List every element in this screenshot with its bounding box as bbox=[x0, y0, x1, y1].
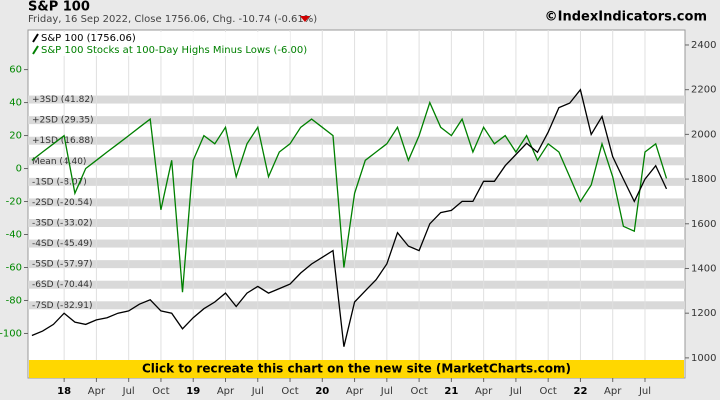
sd-band bbox=[28, 95, 685, 104]
x-tick-label: 21 bbox=[444, 386, 458, 397]
y2-tick-label: 1600 bbox=[691, 219, 716, 230]
sd-label: -4SD (-45.49) bbox=[32, 239, 93, 249]
legend-label: S&P 100 (1756.06) bbox=[41, 33, 136, 44]
y2-tick-label: 1200 bbox=[691, 308, 716, 319]
legend-swatch bbox=[32, 45, 39, 55]
y-tick-label: 40 bbox=[9, 98, 22, 109]
sd-label: -5SD (-57.97) bbox=[32, 260, 93, 270]
y2-tick-label: 1400 bbox=[691, 263, 716, 274]
sd-label: +3SD (41.82) bbox=[32, 95, 94, 105]
series-line bbox=[31, 100, 668, 293]
x-tick-label: 22 bbox=[573, 386, 587, 397]
legend-label: S&P 100 Stocks at 100-Day Highs Minus Lo… bbox=[41, 45, 307, 56]
x-tick-label: Jul bbox=[380, 386, 393, 397]
sd-band bbox=[28, 218, 685, 227]
x-tick-label: Oct bbox=[281, 386, 298, 397]
sd-band bbox=[28, 301, 685, 310]
legend-box bbox=[30, 32, 290, 56]
x-tick-label: Jul bbox=[638, 386, 651, 397]
x-tick-label: Oct bbox=[540, 386, 557, 397]
x-tick-label: 20 bbox=[315, 386, 329, 397]
x-tick-label: Oct bbox=[152, 386, 169, 397]
y-tick-label: -40 bbox=[6, 230, 22, 241]
sd-label: Mean (4.40) bbox=[32, 157, 86, 167]
x-tick-label: Apr bbox=[217, 386, 235, 397]
chart-title: S&P 100 bbox=[28, 0, 90, 15]
sd-band bbox=[28, 157, 685, 166]
y-tick-label: 0 bbox=[16, 164, 22, 175]
sd-band bbox=[28, 198, 685, 207]
sd-label: +1SD (16.88) bbox=[32, 136, 94, 146]
sd-label: -2SD (-20.54) bbox=[32, 198, 93, 208]
sd-label: -3SD (-33.02) bbox=[32, 218, 93, 228]
x-tick-label: Apr bbox=[475, 386, 493, 397]
y2-tick-label: 2200 bbox=[691, 85, 716, 96]
sd-band bbox=[28, 239, 685, 248]
sd-label: +2SD (29.35) bbox=[32, 116, 94, 126]
x-tick-label: Jul bbox=[251, 386, 264, 397]
chart-subtitle: Friday, 16 Sep 2022, Close 1756.06, Chg.… bbox=[28, 14, 317, 25]
legend-swatch bbox=[32, 33, 39, 43]
x-tick-label: Jul bbox=[509, 386, 522, 397]
y2-tick-label: 2000 bbox=[691, 129, 716, 140]
sd-label: -7SD (-82.91) bbox=[32, 301, 93, 311]
y-tick-label: 60 bbox=[9, 65, 22, 76]
sd-band bbox=[28, 116, 685, 125]
down-arrow bbox=[300, 16, 310, 22]
x-tick-label: Oct bbox=[410, 386, 427, 397]
y-tick-label: -60 bbox=[6, 262, 22, 273]
y2-tick-label: 2400 bbox=[691, 40, 716, 51]
y-tick-label: -80 bbox=[6, 295, 22, 306]
source: ©IndexIndicators.com bbox=[545, 10, 707, 25]
sd-label: -6SD (-70.44) bbox=[32, 280, 93, 290]
y2-tick-label: 1800 bbox=[691, 174, 716, 185]
x-tick-label: 18 bbox=[57, 386, 71, 397]
x-tick-label: 19 bbox=[186, 386, 200, 397]
y2-tick-label: 1000 bbox=[691, 353, 716, 364]
x-tick-label: Apr bbox=[604, 386, 622, 397]
sd-label: -1SD (-8.07) bbox=[32, 177, 87, 187]
series-line bbox=[31, 88, 668, 347]
sd-band bbox=[28, 136, 685, 145]
x-tick-label: Apr bbox=[346, 386, 364, 397]
banner[interactable] bbox=[29, 360, 684, 378]
sd-band bbox=[28, 260, 685, 269]
y-tick-label: -20 bbox=[6, 197, 22, 208]
sd-band bbox=[28, 177, 685, 186]
sd-band bbox=[28, 280, 685, 289]
x-tick-label: Jul bbox=[122, 386, 135, 397]
y-tick-label: -100 bbox=[0, 328, 22, 339]
x-tick-label: Apr bbox=[88, 386, 106, 397]
banner-text[interactable]: Click to recreate this chart on the new … bbox=[142, 362, 571, 376]
y-tick-label: 20 bbox=[9, 131, 22, 142]
